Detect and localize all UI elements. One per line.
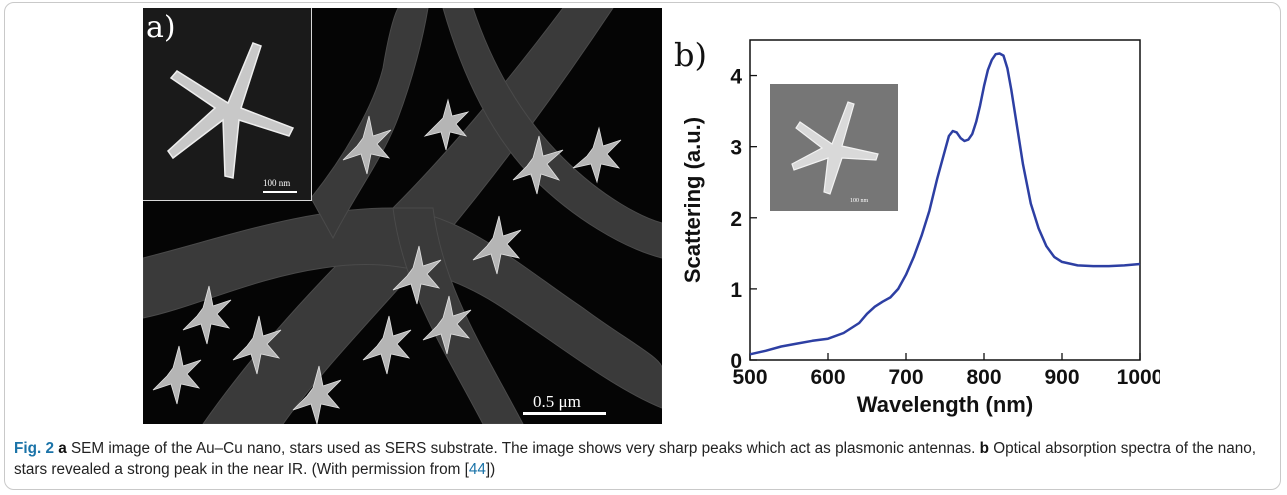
y-axis-label: Scattering (a.u.) xyxy=(680,117,705,283)
caption-part-a-label: a xyxy=(58,440,67,457)
x-axis-label: Wavelength (nm) xyxy=(857,392,1033,417)
y-tick-label: 3 xyxy=(730,137,742,160)
caption-part-b-label: b xyxy=(979,440,989,457)
sem-inset xyxy=(143,8,312,201)
caption-part-b-text: Optical absorption spectra of the nano, … xyxy=(14,440,1256,478)
x-tick-label: 900 xyxy=(1044,366,1079,389)
inset-scale-label: 100 nm xyxy=(263,178,291,188)
main-scale-bar xyxy=(523,412,606,415)
x-tick-label: 700 xyxy=(888,366,923,389)
spectrum-inset-image: 100 nm xyxy=(770,84,898,211)
caption-end: ]) xyxy=(485,461,496,478)
reference-link[interactable]: 44 xyxy=(468,461,486,478)
sem-image-panel: a) 100 nm 0.5 μm xyxy=(143,8,662,424)
x-tick-label: 1000 xyxy=(1117,366,1160,389)
panel-b-label: b) xyxy=(674,36,707,74)
x-tick-label: 500 xyxy=(732,366,767,389)
y-tick-label: 0 xyxy=(730,350,742,373)
y-tick-label: 4 xyxy=(730,66,742,89)
caption-part-a-text: SEM image of the Au–Cu nano, stars used … xyxy=(66,440,980,457)
sem-image xyxy=(143,8,662,424)
plot-frame xyxy=(749,39,1141,361)
y-tick-label: 1 xyxy=(730,279,742,302)
spectrum-inset-scale: 100 nm xyxy=(850,198,869,204)
spectrum-panel: 500 600 700 800 900 1000 0 1 2 3 4 Wavelength (nm)… xyxy=(670,8,1163,428)
figure-caption: Fig. 2 a SEM image of the Au–Cu nano, st… xyxy=(14,438,1269,480)
scattering-chart: 500 600 700 800 900 1000 0 1 2 3 4 Wavelength (nm)… xyxy=(680,39,1163,417)
figure-number: Fig. 2 xyxy=(14,440,54,457)
inset-scale-bar xyxy=(263,191,297,193)
y-tick-label: 2 xyxy=(730,208,742,231)
x-tick-label: 600 xyxy=(810,366,845,389)
series-line xyxy=(749,52,1141,356)
x-tick-label: 800 xyxy=(966,366,1001,389)
panel-a-label: a) xyxy=(146,10,176,45)
main-scale-label: 0.5 μm xyxy=(533,392,581,411)
